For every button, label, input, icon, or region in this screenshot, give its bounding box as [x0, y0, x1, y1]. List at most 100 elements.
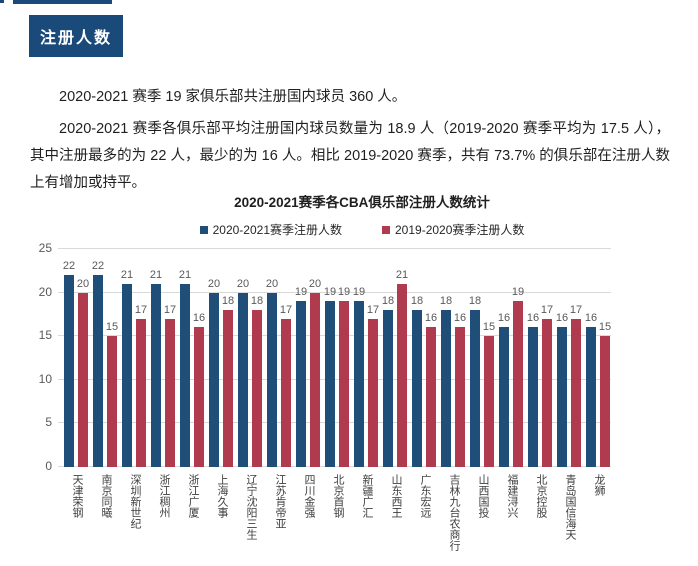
bar-value-label: 17 — [134, 303, 148, 316]
paragraph-average-registered: 2020-2021 赛季各俱乐部平均注册国内球员数量为 18.9 人（2019-… — [30, 121, 670, 191]
bar-value-label: 17 — [366, 303, 380, 316]
bar-value-label: 17 — [163, 303, 177, 316]
bar-value-label: 18 — [381, 295, 395, 308]
bar-2020-2021 — [441, 310, 451, 467]
x-axis-category-label: 天津荣钢 — [71, 474, 83, 518]
bar-2019-2020 — [571, 318, 581, 467]
bar-2019-2020 — [252, 310, 262, 467]
bar-value-label: 20 — [207, 277, 221, 290]
x-axis-category-label: 北京首钢 — [332, 474, 344, 518]
bar-2019-2020 — [339, 301, 349, 467]
bar-value-label: 20 — [265, 277, 279, 290]
bar-value-label: 18 — [250, 295, 264, 308]
bar-value-label: 21 — [120, 268, 134, 281]
bar-2020-2021 — [296, 301, 306, 467]
bar-2019-2020 — [513, 301, 523, 467]
x-axis-category-label: 浙江广厦 — [187, 474, 199, 518]
bar-2019-2020 — [223, 310, 233, 467]
x-axis-category-label: 上海久事 — [216, 474, 228, 518]
legend-item-2019-2020: 2019-2020赛季注册人数 — [382, 221, 524, 238]
bar-value-label: 16 — [526, 312, 540, 325]
bar-value-label: 16 — [555, 312, 569, 325]
bar-value-label: 16 — [584, 312, 598, 325]
bar-value-label: 19 — [294, 286, 308, 299]
bar-2020-2021 — [412, 310, 422, 467]
page-edge-mark — [0, 0, 4, 3]
bar-value-label: 18 — [410, 295, 424, 308]
previous-section-strip — [13, 0, 112, 4]
chart-legend: 2020-2021赛季注册人数 2019-2020赛季注册人数 — [32, 221, 692, 238]
x-axis-category-label: 南京同曦 — [100, 474, 112, 518]
bar-2020-2021 — [267, 292, 277, 467]
bar-value-label: 16 — [453, 312, 467, 325]
plot-area: 22 20 22 15 21 17 21 17 21 16 20 18 20 18 20 17 19 20 19 19… — [58, 248, 611, 467]
bar-2020-2021 — [209, 292, 219, 467]
bar-2019-2020 — [542, 318, 552, 467]
bar-value-label: 21 — [178, 268, 192, 281]
bar-value-label: 20 — [76, 277, 90, 290]
legend-label: 2020-2021赛季注册人数 — [212, 223, 342, 237]
bar-2019-2020 — [281, 318, 291, 467]
gridline — [58, 248, 611, 249]
bar-value-label: 17 — [540, 303, 554, 316]
bar-2020-2021 — [64, 275, 74, 467]
bar-value-label: 22 — [62, 260, 76, 273]
bar-value-label: 19 — [323, 286, 337, 299]
x-axis-category-label: 北京控股 — [535, 474, 547, 518]
bar-2020-2021 — [180, 283, 190, 467]
bar-value-label: 19 — [352, 286, 366, 299]
section-title: 注册人数 — [40, 30, 113, 47]
bar-2020-2021 — [325, 301, 335, 467]
bar-value-label: 15 — [105, 321, 119, 334]
bar-2020-2021 — [528, 327, 538, 467]
bar-2020-2021 — [586, 327, 596, 467]
x-axis-category-label: 深圳新世纪 — [129, 474, 141, 529]
y-axis-tick-label: 20 — [38, 284, 52, 299]
bar-2019-2020 — [165, 318, 175, 467]
legend-marker-blue-icon — [199, 225, 208, 234]
x-axis-category-label: 新疆广汇 — [361, 474, 373, 518]
y-axis-tick-label: 5 — [45, 415, 52, 430]
x-axis-category-label: 辽宁沈阳三生 — [245, 474, 257, 540]
bar-value-label: 16 — [497, 312, 511, 325]
bar-2019-2020 — [426, 327, 436, 467]
bar-2020-2021 — [122, 283, 132, 467]
x-axis-category-label: 青岛国信海天 — [564, 474, 576, 540]
y-axis-tick-label: 15 — [38, 328, 52, 343]
legend-label: 2019-2020赛季注册人数 — [395, 223, 525, 237]
bar-2020-2021 — [151, 283, 161, 467]
chart-title: 2020-2021赛季各CBA俱乐部注册人数统计 — [234, 195, 490, 210]
bar-value-label: 16 — [192, 312, 206, 325]
bar-2019-2020 — [107, 336, 117, 467]
bar-2019-2020 — [310, 292, 320, 467]
x-axis-category-label: 吉林九台农商行 — [448, 474, 460, 551]
y-axis-tick-label: 25 — [38, 241, 52, 255]
bar-2019-2020 — [78, 292, 88, 467]
bar-2020-2021 — [93, 275, 103, 467]
bar-value-label: 21 — [149, 268, 163, 281]
bar-2019-2020 — [455, 327, 465, 467]
x-axis-category-label: 浙江稠州 — [158, 474, 170, 518]
x-axis-category-label: 江苏肯帝亚 — [274, 474, 286, 529]
x-axis-category-label: 四川金强 — [303, 474, 315, 518]
bar-value-label: 22 — [91, 260, 105, 273]
x-axis-category-label: 广东宏远 — [419, 474, 431, 518]
bar-value-label: 18 — [439, 295, 453, 308]
gridline — [58, 291, 611, 293]
bar-value-label: 18 — [221, 295, 235, 308]
bar-2019-2020 — [600, 336, 610, 467]
bar-value-label: 17 — [279, 303, 293, 316]
bar-value-label: 15 — [598, 321, 612, 334]
bar-2020-2021 — [499, 327, 509, 467]
bar-value-label: 20 — [236, 277, 250, 290]
bar-value-label: 19 — [511, 286, 525, 299]
legend-marker-red-icon — [382, 225, 390, 234]
bar-2019-2020 — [397, 283, 407, 467]
bar-2019-2020 — [136, 318, 146, 467]
paragraph-total-registered: 2020-2021 赛季 19 家俱乐部共注册国内球员 360 人。 — [59, 89, 407, 105]
x-axis-category-label: 龙狮 — [593, 474, 605, 496]
bar-2020-2021 — [354, 301, 364, 467]
x-axis-category-label: 山西国投 — [477, 474, 489, 518]
bar-value-label: 18 — [468, 295, 482, 308]
